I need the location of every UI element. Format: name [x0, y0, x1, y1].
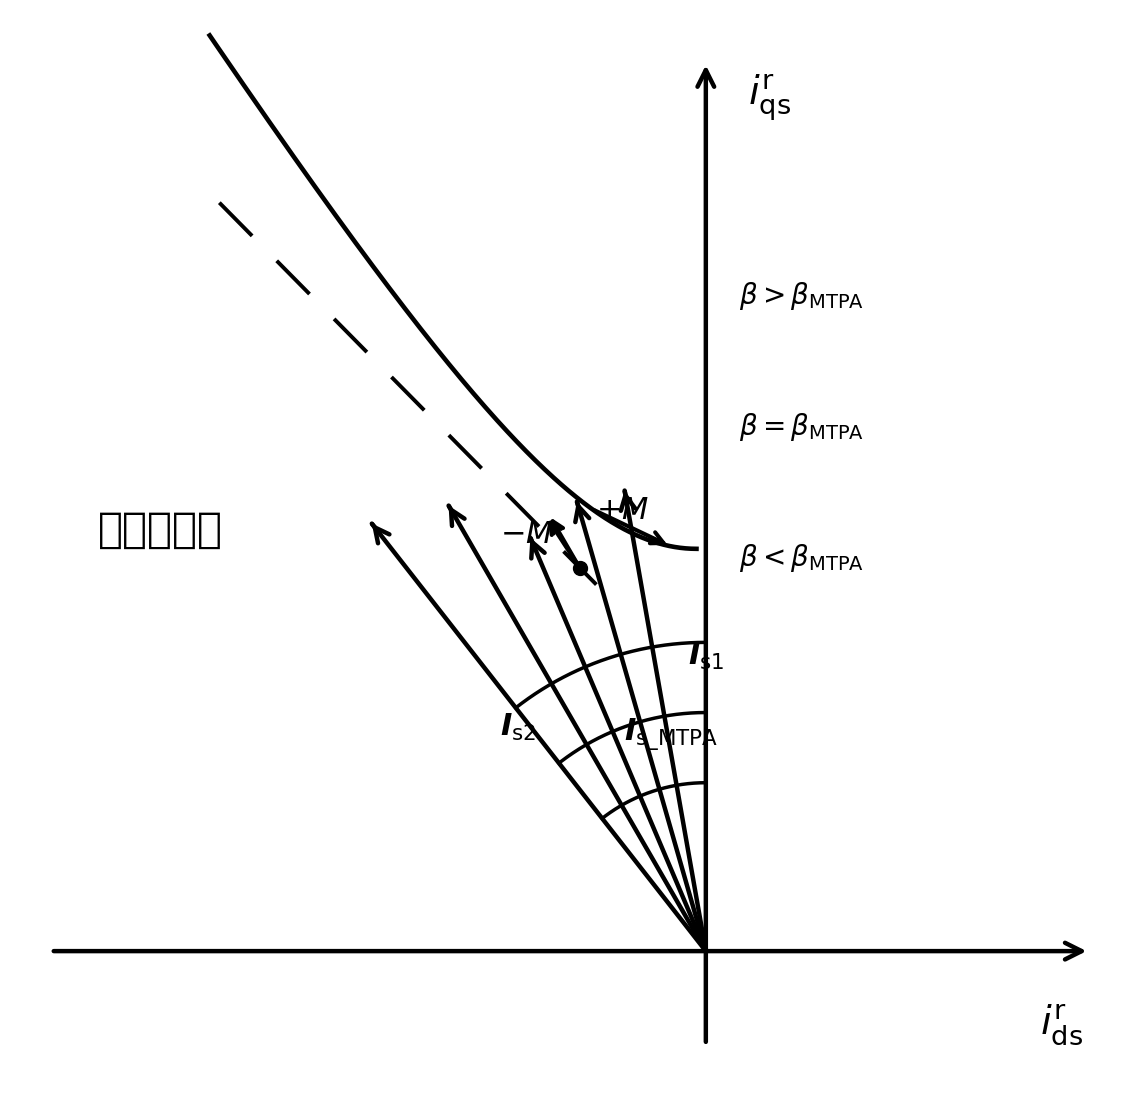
Text: $+M$: $+M$ [596, 496, 649, 526]
Text: $\boldsymbol{I}_{\mathrm{s1}}$: $\boldsymbol{I}_{\mathrm{s1}}$ [689, 641, 725, 672]
Text: $\boldsymbol{I}_{\mathrm{s\_MTPA}}$: $\boldsymbol{I}_{\mathrm{s\_MTPA}}$ [624, 717, 718, 754]
Text: $\beta>\beta_{\mathrm{MTPA}}$: $\beta>\beta_{\mathrm{MTPA}}$ [739, 280, 864, 312]
Text: $\beta<\beta_{\mathrm{MTPA}}$: $\beta<\beta_{\mathrm{MTPA}}$ [739, 542, 864, 575]
Text: $\boldsymbol{I}_{\mathrm{s2}}$: $\boldsymbol{I}_{\mathrm{s2}}$ [500, 712, 536, 743]
Text: $-M$: $-M$ [500, 520, 553, 549]
Text: $\beta=\beta_{\mathrm{MTPA}}$: $\beta=\beta_{\mathrm{MTPA}}$ [739, 411, 864, 443]
Text: 恒转矩曲线: 恒转矩曲线 [97, 509, 223, 551]
Text: $i_{\mathrm{ds}}^{\mathrm{r}}$: $i_{\mathrm{ds}}^{\mathrm{r}}$ [1039, 1003, 1082, 1047]
Text: $i_{\mathrm{qs}}^{\mathrm{r}}$: $i_{\mathrm{qs}}^{\mathrm{r}}$ [748, 72, 791, 123]
